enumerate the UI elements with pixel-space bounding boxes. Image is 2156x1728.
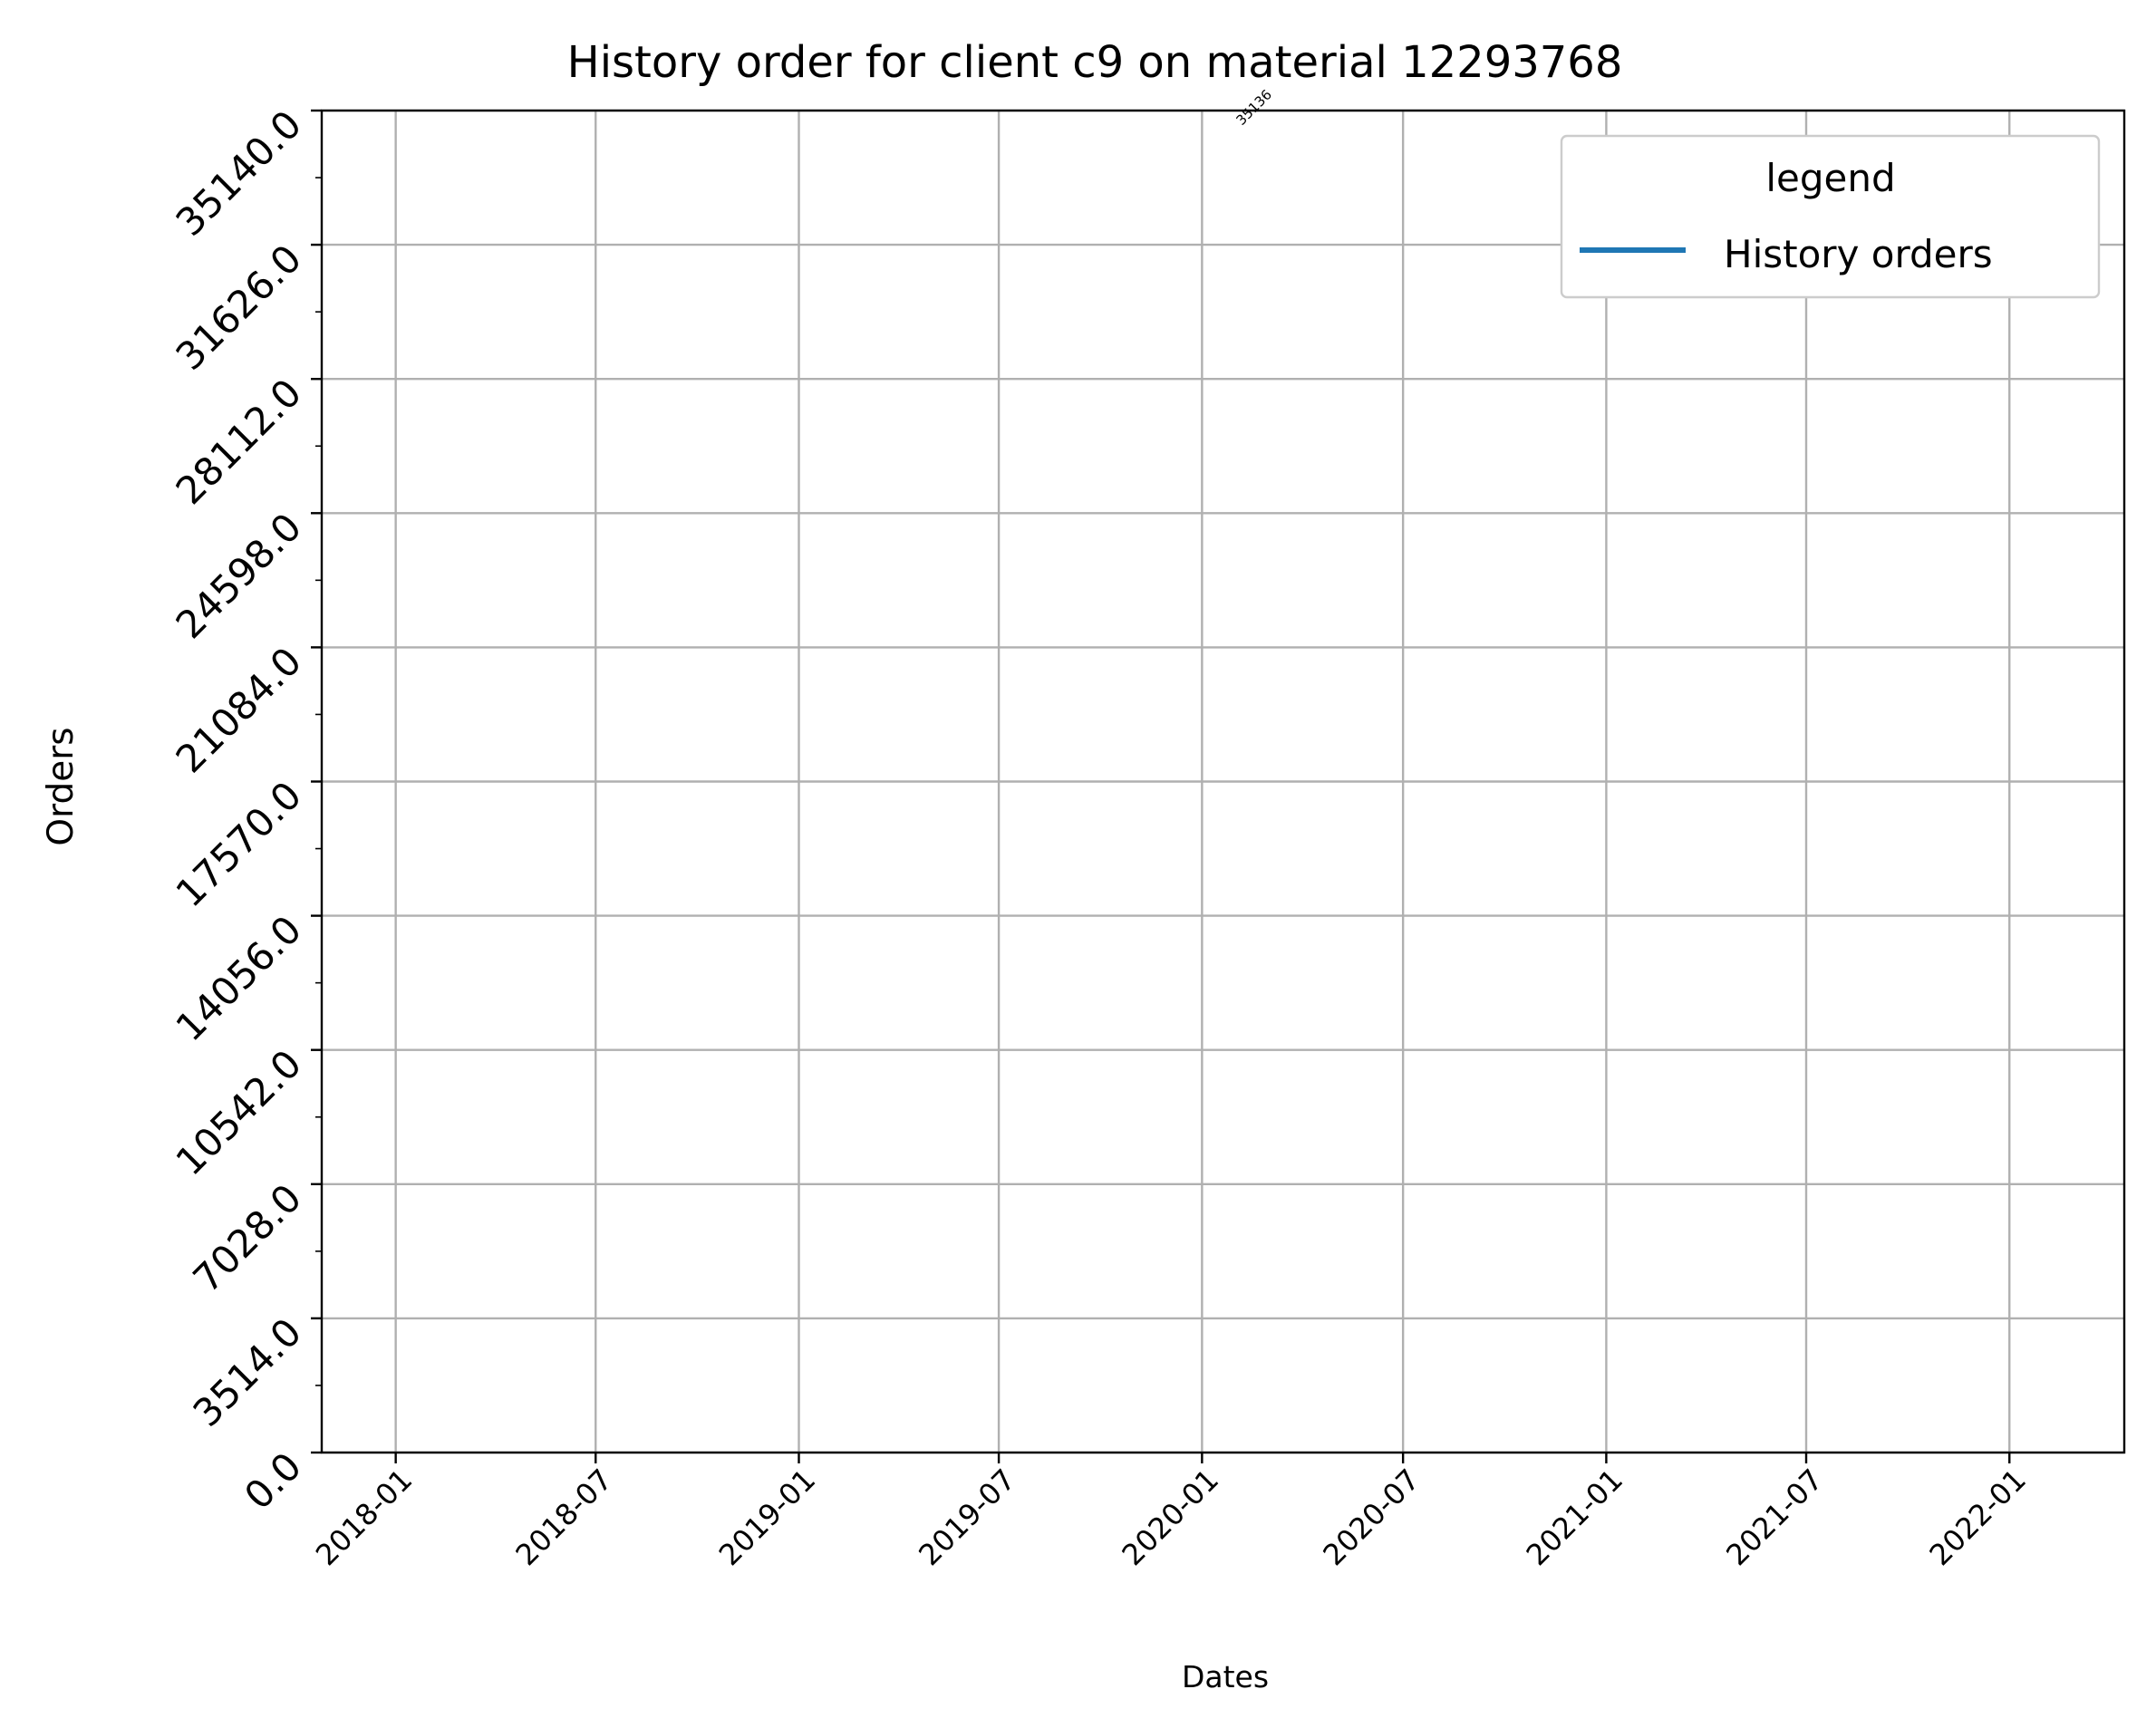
y-tick-label: 24598.0 xyxy=(168,505,310,647)
data-label: 35136 xyxy=(1233,86,1275,128)
annotations: 35136 xyxy=(1233,86,1275,128)
axis-ticks: 2018-01 2018-07 2019-01 2019-07 2020-01 2020-… xyxy=(168,101,2033,1572)
y-tick-label: 10542.0 xyxy=(168,1041,310,1183)
y-tick-label: 35140.0 xyxy=(168,101,310,244)
x-tick-label: 2020-01 xyxy=(1116,1463,1225,1572)
y-tick-label: 21084.0 xyxy=(168,639,310,781)
y-tick-label: 17570.0 xyxy=(168,773,310,915)
legend-box xyxy=(1560,134,2101,299)
plot-frame xyxy=(320,109,2126,1454)
y-axis-label: Orders xyxy=(41,727,82,845)
y-tick-label: 14056.0 xyxy=(168,907,310,1049)
x-tick-label: 2022-01 xyxy=(1922,1463,2032,1572)
x-tick-label: 2020-07 xyxy=(1316,1463,1426,1572)
legend-label-history-orders: History orders xyxy=(1724,232,1993,276)
y-tick-label: 31626.0 xyxy=(168,237,310,379)
x-axis-label: Dates xyxy=(1182,1659,1269,1694)
x-tick-label: 2021-01 xyxy=(1520,1463,1629,1572)
x-tick-label: 2018-01 xyxy=(309,1463,419,1572)
legend-title: legend xyxy=(1765,156,1895,200)
chart-title: History order for client c9 on material … xyxy=(567,37,1623,88)
x-tick-label: 2019-07 xyxy=(912,1463,1021,1572)
legend: legend History orders xyxy=(1560,134,2101,299)
x-tick-label: 2019-01 xyxy=(712,1463,822,1572)
y-tick-label: 3514.0 xyxy=(185,1309,311,1435)
y-tick-label: 0.0 xyxy=(236,1443,310,1518)
x-tick-label: 2018-07 xyxy=(508,1463,618,1572)
x-tick-label: 2021-07 xyxy=(1719,1463,1829,1572)
y-tick-label: 28112.0 xyxy=(168,371,310,513)
y-tick-label: 7028.0 xyxy=(185,1175,311,1301)
grid xyxy=(322,109,2124,1454)
